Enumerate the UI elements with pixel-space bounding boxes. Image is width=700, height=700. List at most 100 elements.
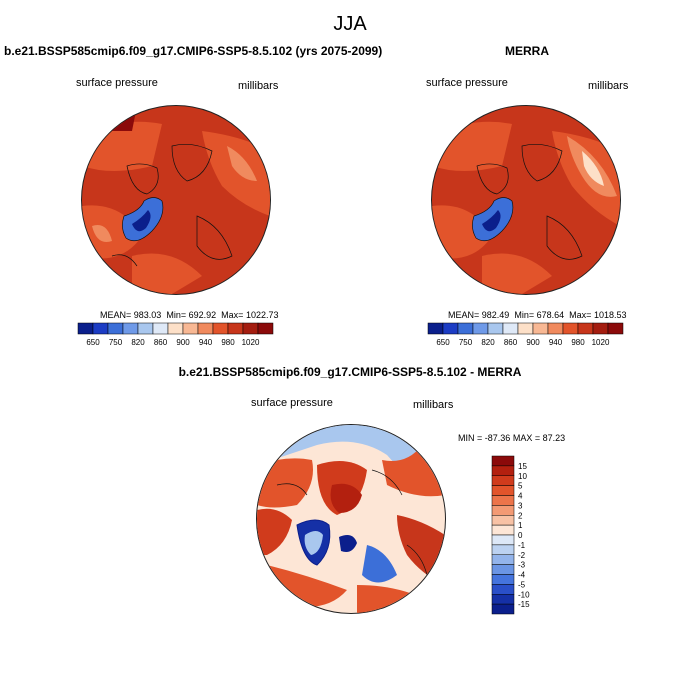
panel1-colorbar-swatch	[167, 322, 184, 335]
panel2-colorbar-tick: 940	[549, 338, 563, 347]
panel2-colorbar-tick: 650	[436, 338, 450, 347]
panel2-colorbar-swatch	[592, 322, 609, 335]
panel2-colorbar-tick: 980	[571, 338, 585, 347]
panel1-colorbar-tick: 940	[199, 338, 213, 347]
panel3-colorbar-tick: -5	[518, 580, 526, 589]
panel2-colorbar-swatch	[517, 322, 534, 335]
panel1-colorbar-swatch	[242, 322, 259, 335]
panel1-colorbar-swatch	[257, 322, 274, 335]
panel2-colorbar-swatch	[532, 322, 549, 335]
panel3-colorbar-swatch	[491, 515, 515, 526]
panel2-colorbar-tick: 1020	[592, 338, 610, 347]
panel1-colorbar-swatch	[137, 322, 154, 335]
panel2-colorbar-tick: 820	[481, 338, 495, 347]
panel3-colorbar-tick: -2	[518, 551, 526, 560]
panel3-max: 87.23	[542, 433, 566, 443]
panel3-colorbar-tick: 1	[518, 521, 523, 530]
panel2-colorbar-swatch	[457, 322, 474, 335]
panel3-colorbar-swatch	[491, 524, 515, 536]
panel1-mean: 983.03	[133, 310, 162, 320]
panel3-colorbar-tick: 3	[518, 501, 523, 510]
panel3-map	[256, 424, 446, 614]
panel3-colorbar-swatch	[491, 505, 515, 516]
panel1-colorbar-tick: 860	[154, 338, 168, 347]
panel3-colorbar-tick: -4	[518, 571, 526, 580]
panel1-colorbar-tick: 750	[109, 338, 123, 347]
panel3-colorbar-tick: -3	[518, 561, 526, 570]
panel3-colorbar-swatch	[491, 495, 515, 506]
panel2-colorbar-swatch	[472, 322, 489, 335]
panel3-colorbar-swatch	[491, 594, 515, 605]
panel1-colorbar-swatch	[77, 322, 94, 335]
panel1-colorbar-tick: 1020	[242, 338, 260, 347]
panel3-colorbar-swatch	[491, 475, 515, 486]
panel3-min: -87.36	[484, 433, 511, 443]
panel3-colorbar-swatch	[491, 544, 515, 555]
panel3-stats: MIN = -87.36 MAX = 87.23	[458, 433, 566, 443]
panel2-units: millibars	[588, 80, 629, 92]
panel2-colorbar-tick: 750	[459, 338, 473, 347]
panel2-colorbar-tick: 900	[526, 338, 540, 347]
panel3-colorbar-tick: -15	[518, 600, 530, 609]
panel3-colorbar-swatch	[491, 584, 515, 595]
panel3-colorbar-tick: 2	[518, 511, 523, 520]
panel3-colorbar-tick: 5	[518, 482, 523, 491]
panel3-title: b.e21.BSSP585cmip6.f09_g17.CMIP6-SSP5-8.…	[178, 365, 522, 379]
panel3-colorbar-tick: 10	[518, 472, 527, 481]
panel3-colorbar-swatch	[491, 534, 515, 546]
panel3-units: millibars	[413, 399, 454, 411]
panel2-map	[431, 105, 621, 295]
panel1-colorbar-tick: 980	[221, 338, 235, 347]
panel2-max: 1018.53	[593, 310, 627, 320]
panel1-max: 1022.73	[245, 310, 279, 320]
panel3-colorbar-tick: 15	[518, 462, 527, 471]
panel1-colorbar-swatch	[212, 322, 229, 335]
panel3-colorbar-swatch	[491, 465, 515, 476]
panel2-variable: surface pressure	[426, 77, 508, 89]
panel1-colorbar-swatch	[197, 322, 214, 335]
panel2-colorbar-swatch	[487, 322, 504, 335]
panel3-colorbar-swatch	[491, 564, 515, 575]
panel2-colorbar: 650 750 820 860 900 940 980 1020	[427, 322, 624, 347]
panel3-colorbar-tick: -10	[518, 590, 530, 599]
panel3-variable: surface pressure	[251, 397, 333, 409]
panel1-colorbar-swatch	[152, 322, 169, 335]
panel1-stats: MEAN= 983.03 Min= 692.92 Max= 1022.73	[100, 310, 279, 320]
panel1-colorbar-swatch	[92, 322, 109, 335]
panel2-mean: 982.49	[481, 310, 510, 320]
panel3-colorbar-tick: 4	[518, 492, 523, 501]
panel2-colorbar-swatch	[502, 322, 519, 335]
panel1-colorbar-tick: 900	[176, 338, 190, 347]
panel1-colorbar-tick: 650	[86, 338, 100, 347]
panel2-colorbar-swatch	[607, 322, 624, 335]
panel1-title: b.e21.BSSP585cmip6.f09_g17.CMIP6-SSP5-8.…	[4, 44, 383, 58]
panel2-colorbar-tick: 860	[504, 338, 518, 347]
panel2-colorbar-swatch	[442, 322, 459, 335]
panel2-min: 678.64	[536, 310, 565, 320]
panel2-colorbar-swatch	[427, 322, 444, 335]
panel1-colorbar-tick: 820	[131, 338, 145, 347]
panel1-colorbar-swatch	[122, 322, 139, 335]
panel1-units: millibars	[238, 80, 279, 92]
panel1-colorbar-swatch	[107, 322, 124, 335]
page-title: JJA	[333, 13, 367, 35]
panel2-title: MERRA	[505, 44, 549, 58]
panel2-stats: MEAN= 982.49 Min= 678.64 Max= 1018.53	[448, 310, 627, 320]
panel1-colorbar: 650 750 820 860 900 940 980 1020	[77, 322, 274, 347]
panel3-colorbar-swatch	[491, 554, 515, 565]
panel3-colorbar-swatch	[491, 574, 515, 585]
panel1-colorbar-swatch	[227, 322, 244, 335]
panel2-colorbar-swatch	[577, 322, 594, 335]
panel1-map	[81, 105, 271, 295]
panel3-colorbar-swatch	[491, 603, 515, 615]
panel3-colorbar-tick: -1	[518, 541, 526, 550]
panel1-min: 692.92	[188, 310, 217, 320]
panel3-colorbar-tick: 0	[518, 531, 523, 540]
panel3-colorbar: 15 10 5 4 3 2 1 0 -1 -2 -3 -4 -5 -10 -15	[491, 455, 541, 617]
panel1-colorbar-swatch	[182, 322, 199, 335]
panel3-colorbar-swatch	[491, 485, 515, 496]
panel3-colorbar-swatch	[491, 455, 515, 467]
panel2-colorbar-swatch	[562, 322, 579, 335]
panel1-variable: surface pressure	[76, 77, 158, 89]
panel2-colorbar-swatch	[547, 322, 564, 335]
